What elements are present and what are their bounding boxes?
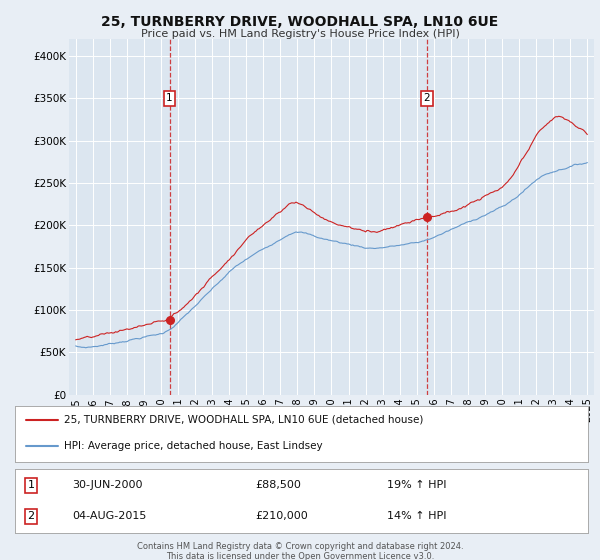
Text: 30-JUN-2000: 30-JUN-2000 [73,480,143,491]
Text: 2: 2 [28,511,35,521]
Text: 25, TURNBERRY DRIVE, WOODHALL SPA, LN10 6UE (detached house): 25, TURNBERRY DRIVE, WOODHALL SPA, LN10 … [64,415,423,425]
Text: 19% ↑ HPI: 19% ↑ HPI [388,480,447,491]
Text: Contains HM Land Registry data © Crown copyright and database right 2024.
This d: Contains HM Land Registry data © Crown c… [137,542,463,560]
Text: 1: 1 [28,480,35,491]
Text: £88,500: £88,500 [256,480,302,491]
Text: 2: 2 [424,94,430,104]
Text: 14% ↑ HPI: 14% ↑ HPI [388,511,447,521]
Text: 04-AUG-2015: 04-AUG-2015 [73,511,146,521]
Text: HPI: Average price, detached house, East Lindsey: HPI: Average price, detached house, East… [64,441,322,451]
Text: £210,000: £210,000 [256,511,308,521]
Text: 1: 1 [166,94,173,104]
Text: 25, TURNBERRY DRIVE, WOODHALL SPA, LN10 6UE: 25, TURNBERRY DRIVE, WOODHALL SPA, LN10 … [101,15,499,29]
Text: Price paid vs. HM Land Registry's House Price Index (HPI): Price paid vs. HM Land Registry's House … [140,29,460,39]
